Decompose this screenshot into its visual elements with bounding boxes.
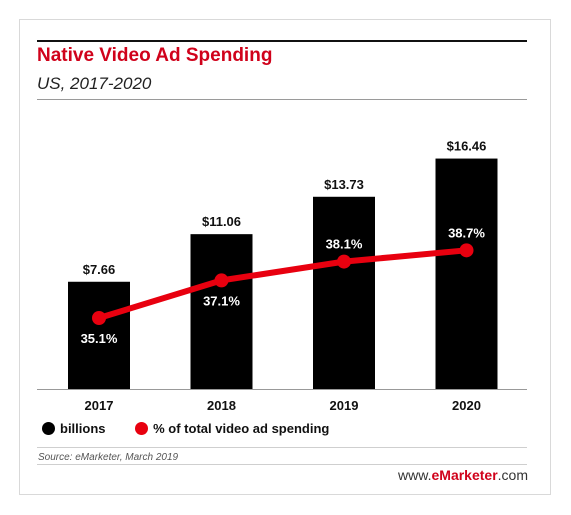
bar-2018 [190,234,253,389]
brand-prefix: www. [398,467,432,483]
subtitle-rule [37,99,527,100]
share-point-2020 [459,243,474,258]
bar-value-label-2019: $13.73 [324,177,364,192]
x-tick-label-2019: 2019 [330,398,359,413]
bar-value-label-2018: $11.06 [202,214,241,229]
share-value-label-2019: 38.1% [326,237,363,252]
legend-rule [37,447,527,448]
share-point-2018 [214,273,229,288]
legend-item-share: % of total video ad spending [135,421,329,436]
chart-subtitle: US, 2017-2020 [37,74,152,93]
bar-value-label-2017: $7.66 [83,262,116,277]
top-rule [37,40,527,42]
share-point-2017 [92,311,106,325]
legend-dot-billions [42,422,55,435]
legend-item-billions: billions [42,421,106,436]
bar-value-label-2020: $16.46 [447,139,487,154]
share-value-label-2018: 37.1% [203,293,240,308]
brand-name: eMarketer [431,467,498,483]
legend-label-billions: billions [60,421,106,436]
chart-title: Native Video Ad Spending [37,45,273,66]
share-value-label-2020: 38.7% [448,225,485,240]
bar-2019 [313,196,375,389]
legend-dot-share [135,422,149,435]
legend: billions % of total video ad spending [42,421,355,438]
bar-2017 [68,281,130,389]
brand-link[interactable]: www.eMarketer.com [398,467,528,483]
x-tick-label-2018: 2018 [207,398,236,413]
share-value-label-2017: 35.1% [81,331,118,346]
bar-2020 [435,158,498,389]
legend-label-share: % of total video ad spending [153,421,330,436]
brand-suffix: .com [497,467,528,483]
source-note: Source: eMarketer, March 2019 [38,452,179,463]
share-line [96,247,470,321]
x-tick-label-2017: 2017 [85,398,114,413]
x-tick-label-2020: 2020 [452,398,481,413]
footer-rule [37,464,527,465]
share-point-2019 [337,254,351,269]
